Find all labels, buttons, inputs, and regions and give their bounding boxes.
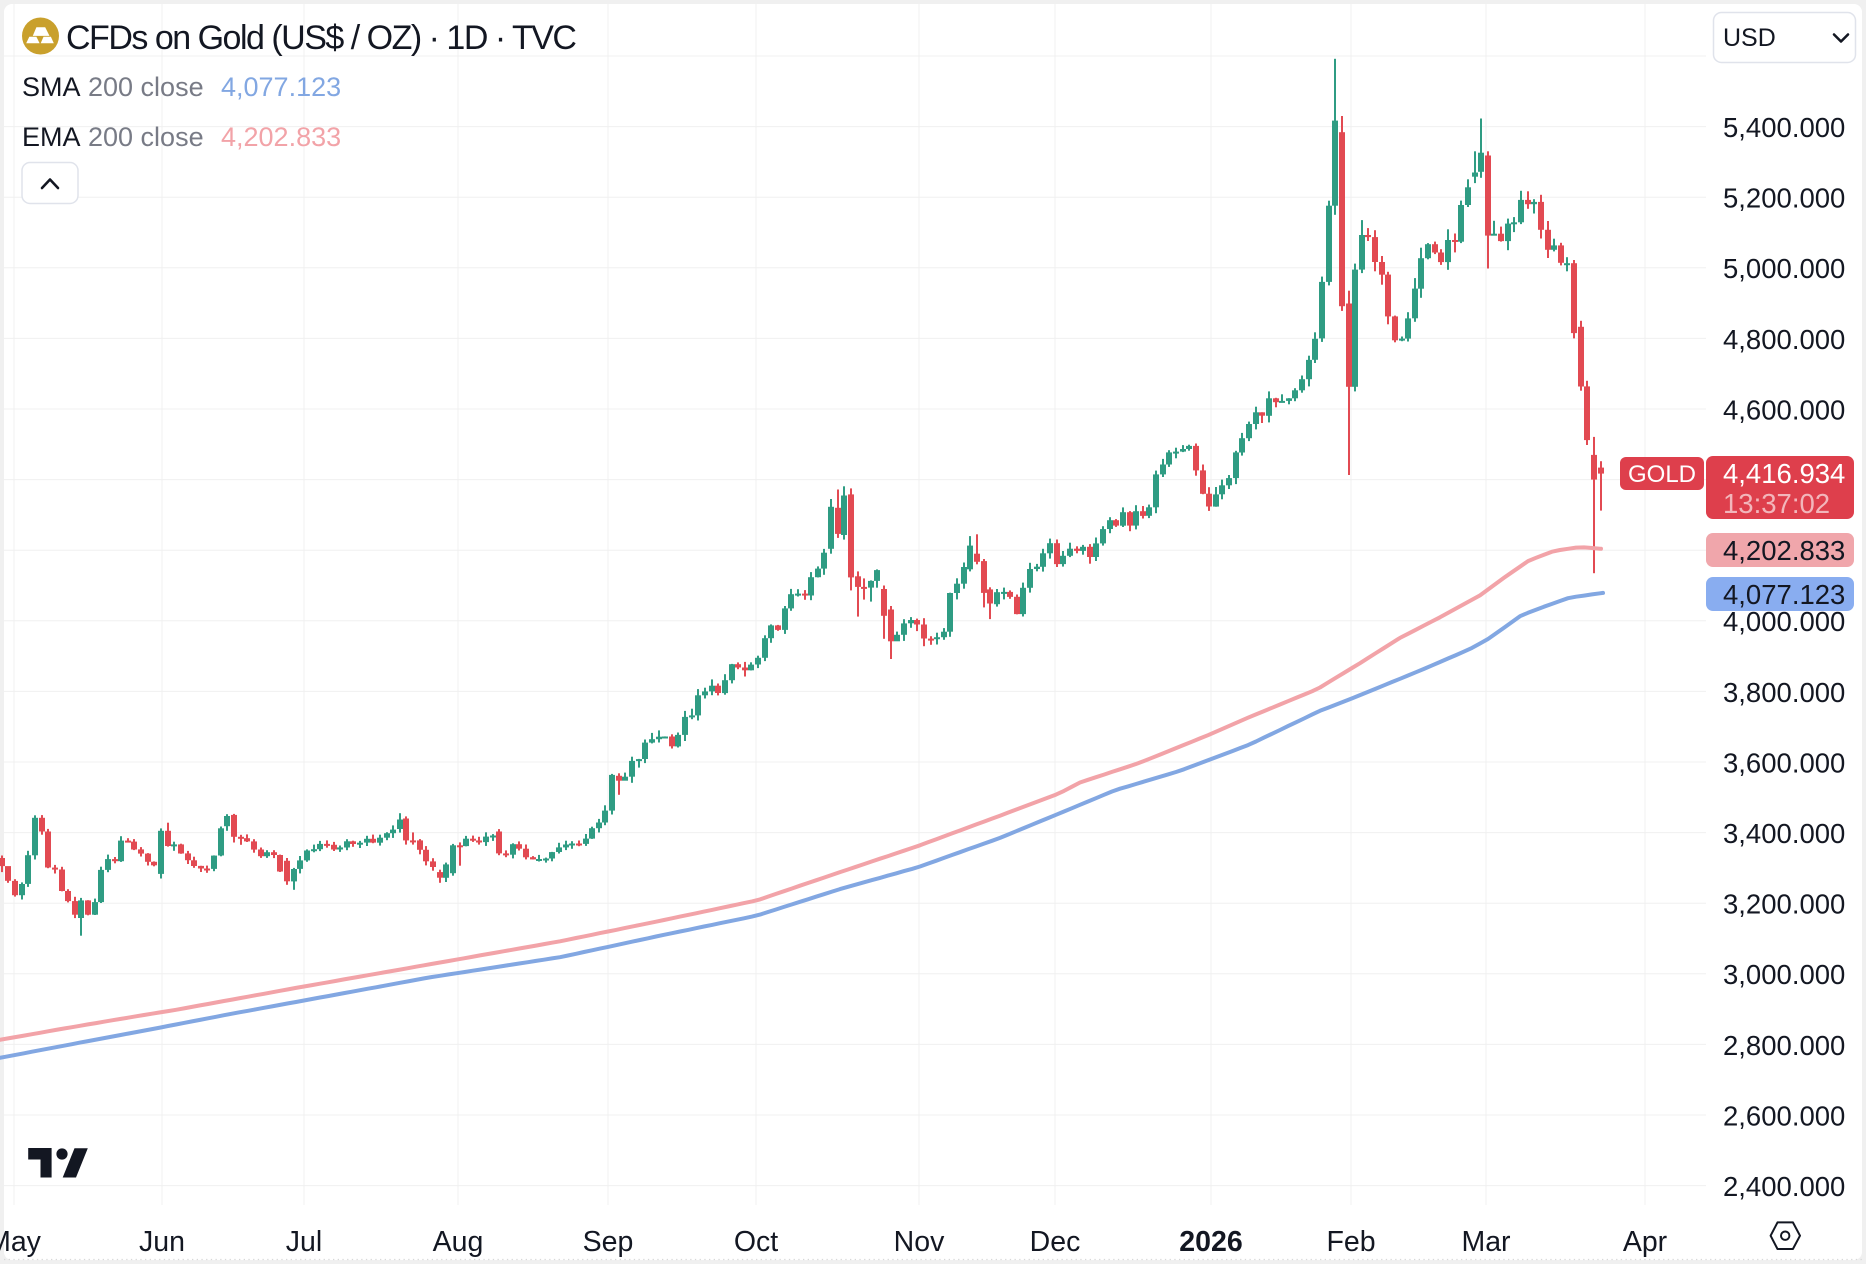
svg-text:4,800.000: 4,800.000 [1723, 324, 1845, 355]
svg-text:5,400.000: 5,400.000 [1723, 112, 1845, 143]
svg-text:Jul: Jul [286, 1226, 322, 1258]
svg-text:2,800.000: 2,800.000 [1723, 1030, 1845, 1061]
svg-text:5,200.000: 5,200.000 [1723, 183, 1845, 214]
svg-text:3,600.000: 3,600.000 [1723, 747, 1845, 778]
svg-text:4,077.123: 4,077.123 [221, 72, 341, 102]
svg-text:Mar: Mar [1461, 1226, 1511, 1258]
svg-text:4,416.934: 4,416.934 [1723, 458, 1845, 489]
svg-text:3,800.000: 3,800.000 [1723, 677, 1845, 708]
svg-text:Dec: Dec [1030, 1226, 1081, 1258]
svg-text:3,400.000: 3,400.000 [1723, 818, 1845, 849]
svg-text:4,000.000: 4,000.000 [1723, 606, 1845, 637]
svg-text:200 close: 200 close [88, 122, 204, 152]
svg-text:Oct: Oct [734, 1226, 778, 1258]
svg-text:2,600.000: 2,600.000 [1723, 1100, 1845, 1131]
svg-text:2,400.000: 2,400.000 [1723, 1171, 1845, 1202]
svg-text:4,077.123: 4,077.123 [1723, 579, 1845, 610]
svg-text:Sep: Sep [583, 1226, 634, 1258]
svg-text:Nov: Nov [894, 1226, 945, 1258]
svg-text:CFDs on Gold (US$ / OZ) · 1D ·: CFDs on Gold (US$ / OZ) · 1D · TVC [66, 19, 576, 57]
svg-text:3,000.000: 3,000.000 [1723, 959, 1845, 990]
svg-text:Jun: Jun [139, 1226, 185, 1258]
svg-text:3,200.000: 3,200.000 [1723, 889, 1845, 920]
svg-text:SMA: SMA [22, 72, 81, 102]
svg-text:EMA: EMA [22, 122, 81, 152]
svg-text:May: May [0, 1226, 42, 1258]
svg-text:Apr: Apr [1623, 1226, 1668, 1258]
svg-text:USD: USD [1723, 24, 1776, 52]
svg-text:Feb: Feb [1326, 1226, 1375, 1258]
svg-text:13:37:02: 13:37:02 [1723, 488, 1830, 519]
svg-text:4,600.000: 4,600.000 [1723, 394, 1845, 425]
svg-text:5,000.000: 5,000.000 [1723, 253, 1845, 284]
svg-text:4,202.833: 4,202.833 [221, 122, 341, 152]
svg-text:Aug: Aug [433, 1226, 484, 1258]
svg-text:200 close: 200 close [88, 72, 204, 102]
svg-text:4,202.833: 4,202.833 [1723, 535, 1845, 566]
svg-text:2026: 2026 [1179, 1226, 1242, 1258]
svg-text:GOLD: GOLD [1628, 461, 1696, 488]
